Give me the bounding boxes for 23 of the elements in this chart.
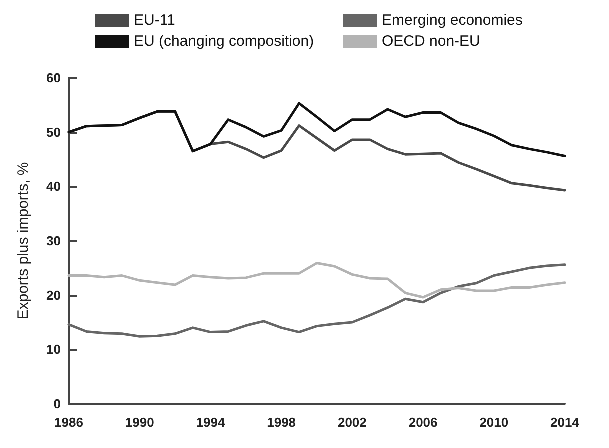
line-series [68, 262, 566, 299]
y-tick-label: 50 [46, 124, 61, 140]
y-tick-label: 30 [46, 234, 61, 248]
y-tick-label: 10 [46, 342, 61, 358]
y-tick-label: 0 [54, 396, 61, 412]
legend-label: EU-11 [134, 12, 176, 29]
x-tick-label: 2006 [408, 415, 438, 430]
x-tick-label: 2014 [550, 415, 580, 430]
legend-label: Emerging economies [382, 12, 523, 29]
x-tick-label: 2002 [338, 415, 367, 430]
legend-label: EU (changing composition) [134, 33, 314, 50]
y-axis-title: Exports plus imports, % [15, 162, 32, 320]
y-tick-label: 40 [46, 179, 61, 194]
y-tick-label: 60 [46, 70, 61, 86]
x-tick-label: 1994 [196, 415, 226, 430]
x-tick-label: 1990 [125, 415, 154, 430]
x-tick-label: 2010 [480, 415, 509, 430]
line-series [68, 102, 566, 158]
legend-label: OECD non-EU [382, 33, 480, 50]
line-series [68, 264, 566, 338]
x-tick-label: 1986 [54, 415, 84, 430]
x-tick-label: 1998 [267, 415, 296, 430]
y-tick-label: 20 [46, 288, 61, 303]
